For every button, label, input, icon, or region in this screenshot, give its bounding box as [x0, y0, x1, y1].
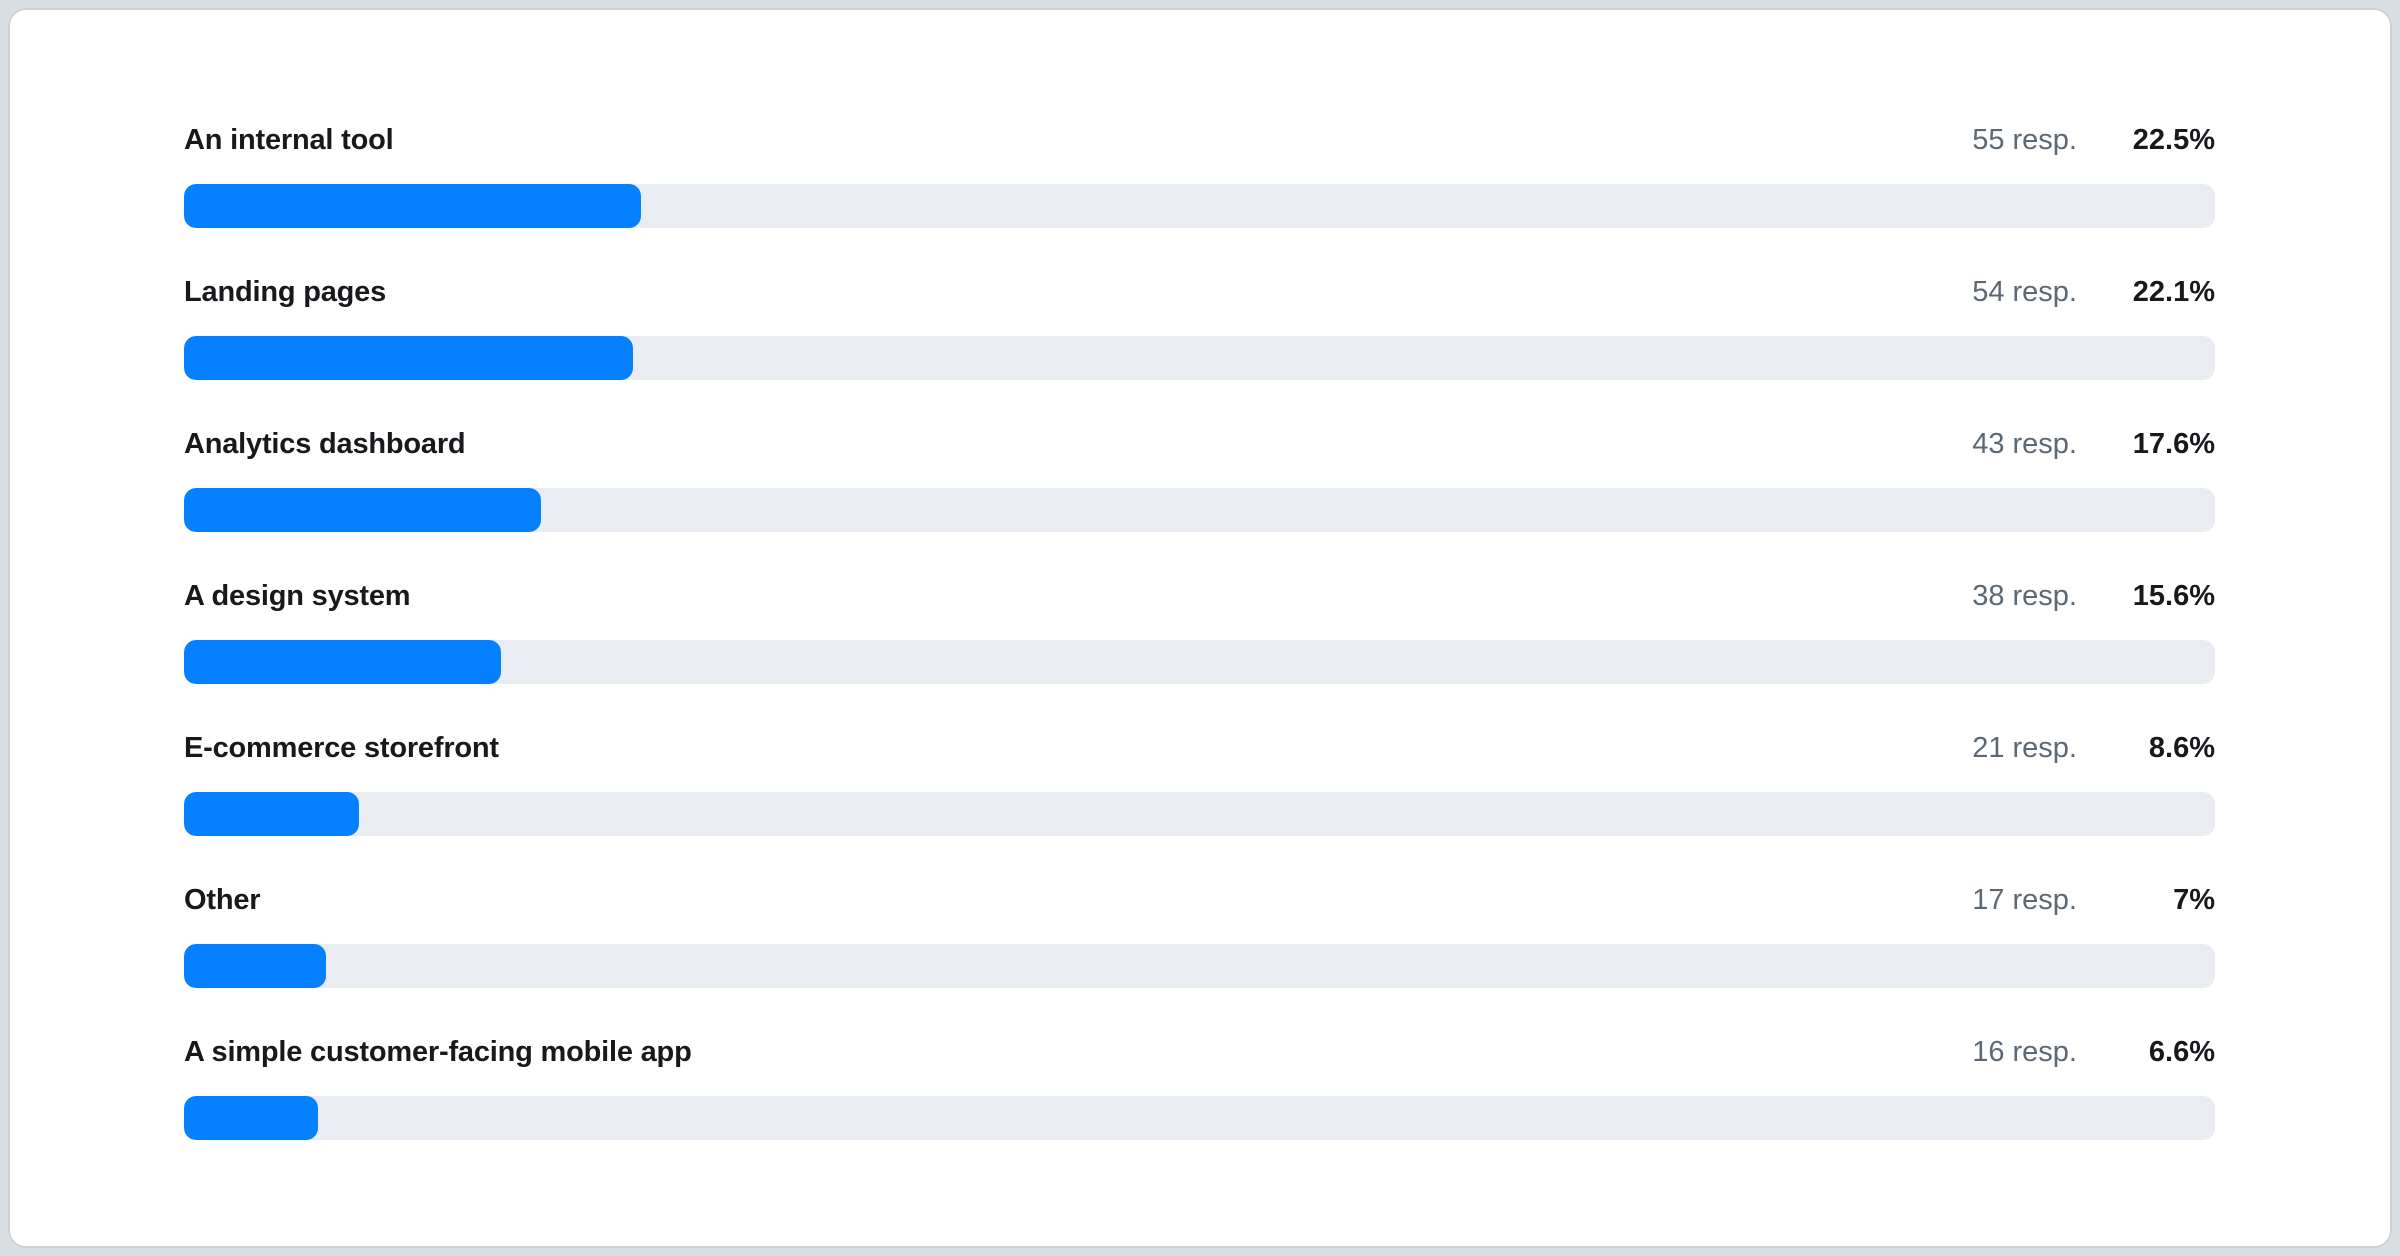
poll-option-header: Other 17 resp. 7% — [184, 878, 2215, 922]
option-values: 54 resp. 22.1% — [1972, 270, 2215, 314]
bar-fill — [184, 944, 327, 988]
option-label: Analytics dashboard — [184, 428, 466, 460]
option-values: 21 resp. 8.6% — [1972, 726, 2215, 770]
bar-track — [184, 184, 2215, 228]
response-count: 54 resp. — [1972, 276, 2077, 308]
option-label: Other — [184, 884, 261, 916]
option-values: 17 resp. 7% — [1972, 878, 2215, 922]
bar-track — [184, 1096, 2215, 1140]
bar-fill — [184, 640, 501, 684]
option-label: An internal tool — [184, 124, 394, 156]
percentage-value: 8.6% — [2148, 732, 2215, 764]
percentage-value: 7% — [2173, 884, 2215, 916]
percentage-value: 6.6% — [2148, 1036, 2215, 1068]
poll-option-row: E-commerce storefront 21 resp. 8.6% — [184, 726, 2215, 836]
bar-fill — [184, 488, 542, 532]
option-label: A simple customer-facing mobile app — [184, 1036, 692, 1068]
response-count: 43 resp. — [1972, 428, 2077, 460]
poll-option-row: Analytics dashboard 43 resp. 17.6% — [184, 422, 2215, 532]
option-values: 55 resp. 22.5% — [1972, 118, 2215, 162]
response-count: 16 resp. — [1972, 1036, 2077, 1068]
bar-fill — [184, 1096, 319, 1140]
bar-fill — [184, 336, 633, 380]
poll-option-header: Landing pages 54 resp. 22.1% — [184, 270, 2215, 314]
bar-track — [184, 792, 2215, 836]
poll-option-row: An internal tool 55 resp. 22.5% — [184, 118, 2215, 228]
option-label: Landing pages — [184, 276, 387, 308]
option-label: A design system — [184, 580, 411, 612]
response-count: 38 resp. — [1972, 580, 2077, 612]
bar-fill — [184, 792, 359, 836]
poll-option-header: An internal tool 55 resp. 22.5% — [184, 118, 2215, 162]
bar-track — [184, 640, 2215, 684]
poll-option-header: Analytics dashboard 43 resp. 17.6% — [184, 422, 2215, 466]
percentage-value: 22.5% — [2132, 124, 2215, 156]
poll-option-row: A design system 38 resp. 15.6% — [184, 574, 2215, 684]
response-count: 17 resp. — [1972, 884, 2077, 916]
option-label: E-commerce storefront — [184, 732, 499, 764]
bar-track — [184, 336, 2215, 380]
bar-fill — [184, 184, 641, 228]
poll-option-header: A design system 38 resp. 15.6% — [184, 574, 2215, 618]
poll-option-header: A simple customer-facing mobile app 16 r… — [184, 1030, 2215, 1074]
poll-results-card: An internal tool 55 resp. 22.5% Landing … — [8, 8, 2392, 1248]
poll-option-header: E-commerce storefront 21 resp. 8.6% — [184, 726, 2215, 770]
poll-results-list: An internal tool 55 resp. 22.5% Landing … — [184, 118, 2215, 1140]
percentage-value: 17.6% — [2132, 428, 2215, 460]
percentage-value: 22.1% — [2132, 276, 2215, 308]
response-count: 55 resp. — [1972, 124, 2077, 156]
poll-option-row: Other 17 resp. 7% — [184, 878, 2215, 988]
bar-track — [184, 488, 2215, 532]
percentage-value: 15.6% — [2132, 580, 2215, 612]
option-values: 43 resp. 17.6% — [1972, 422, 2215, 466]
option-values: 16 resp. 6.6% — [1972, 1030, 2215, 1074]
bar-track — [184, 944, 2215, 988]
option-values: 38 resp. 15.6% — [1972, 574, 2215, 618]
response-count: 21 resp. — [1972, 732, 2077, 764]
poll-option-row: Landing pages 54 resp. 22.1% — [184, 270, 2215, 380]
poll-option-row: A simple customer-facing mobile app 16 r… — [184, 1030, 2215, 1140]
